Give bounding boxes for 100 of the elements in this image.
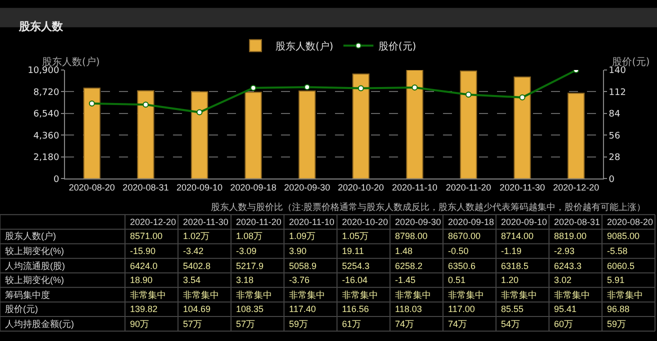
legend-label: 股价(元) [378, 40, 416, 53]
legend-label: 股东人数(户) [276, 40, 334, 53]
text: 139.82 [130, 304, 158, 314]
text: 90万 [130, 319, 150, 329]
category-label: 2020-10-20 [342, 217, 388, 227]
x-tick-label: 2020-08-31 [122, 182, 169, 193]
x-tick-label: 2020-09-30 [284, 182, 330, 193]
x-tick-label: 2020-12-20 [553, 182, 600, 193]
text: -1.19 [501, 246, 522, 256]
bar [460, 70, 478, 179]
text: -0.50 [448, 246, 469, 256]
category-label: 股价(元) [5, 304, 38, 314]
text: 1.48 [395, 246, 413, 256]
text: 非常集中 [236, 290, 272, 300]
y-tick-label: 0 [53, 174, 60, 185]
x-tick-label: 2020-11-30 [500, 182, 545, 193]
category-label: 2020-09-30 [395, 217, 442, 227]
text: 6258.2 [395, 261, 423, 271]
category-label: 2020-11-30 [183, 217, 228, 227]
text: 8819.00 [554, 231, 587, 241]
text: 5058.9 [289, 261, 317, 271]
text: 1.09万 [289, 231, 316, 241]
text: 1.20 [501, 275, 519, 285]
bar [352, 73, 370, 179]
category-label: 人均流通股(股) [5, 261, 65, 271]
text: 60万 [554, 319, 574, 329]
bar [406, 70, 424, 179]
category-label: 较上期变化(%) [5, 275, 64, 285]
text: 116.56 [342, 304, 369, 314]
y-tick-label: 4,360 [33, 131, 60, 142]
text: 18.90 [130, 275, 153, 285]
point [142, 102, 149, 108]
text: -3.42 [183, 246, 204, 256]
text: -3.09 [236, 246, 257, 256]
text: 5.91 [607, 275, 625, 285]
category-label: 筹码集中度 [5, 290, 50, 300]
x-tick-label: 2020-09-10 [176, 182, 223, 193]
y2-tick-label: 56 [608, 131, 621, 142]
point [196, 109, 202, 116]
text: -2.93 [554, 246, 575, 256]
text: 57万 [236, 319, 256, 329]
category-label: 股东人数(户) [5, 231, 56, 241]
text: 8714.00 [501, 231, 534, 241]
x-tick-label: 2020-11-20 [446, 182, 492, 193]
bar [190, 91, 208, 179]
y-tick-label: 6,540 [33, 110, 60, 120]
chart-title: 股东人数 [18, 20, 64, 33]
category-label: 2020-09-18 [448, 217, 494, 227]
y-axis-title: 股东人数(户) [42, 56, 100, 68]
text: 8571.00 [130, 231, 163, 241]
text: 3.02 [554, 275, 572, 285]
text: -1.45 [395, 275, 416, 285]
text: 5217.9 [236, 261, 264, 271]
text: 非常集中 [395, 290, 431, 300]
category-label: 2020-08-20 [607, 217, 654, 227]
text: 19.11 [342, 246, 364, 256]
text: 117.40 [289, 304, 316, 314]
text: 96.88 [607, 304, 630, 314]
y2-tick-label: 0 [608, 174, 615, 185]
text: 54万 [501, 319, 520, 329]
point [88, 100, 95, 106]
bar [137, 90, 154, 179]
x-tick-label: 2020-11-10 [392, 182, 438, 193]
text: 3.18 [236, 275, 254, 285]
text: 1.08万 [236, 231, 263, 241]
point [250, 84, 256, 91]
text: 非常集中 [501, 290, 537, 300]
text: 104.69 [183, 304, 211, 314]
category-label: 2020-11-20 [236, 217, 282, 227]
y2-tick-label: 140 [608, 66, 626, 76]
category-label: 2020-08-31 [554, 217, 600, 227]
text: 8670.00 [448, 231, 481, 241]
text: 股东人数与股价比（注:股票价格通常与股东人数成反比，股东人数越少代表筹码越集中，股价越有可能上涨） [211, 202, 646, 212]
bar [83, 88, 100, 179]
text: 非常集中 [183, 290, 219, 300]
bar [568, 92, 585, 179]
y2-axis-title: 股价(元) [612, 56, 650, 68]
text: 非常集中 [289, 290, 325, 300]
point [412, 84, 418, 91]
bar [298, 90, 316, 179]
y2-tick-label: 28 [608, 153, 621, 164]
bar [514, 76, 531, 179]
text: 74万 [395, 319, 414, 329]
point [519, 94, 526, 100]
text: 非常集中 [607, 290, 643, 300]
point [304, 84, 310, 90]
text: 6243.3 [554, 261, 582, 271]
text: 0.51 [448, 275, 466, 285]
text: 非常集中 [448, 290, 484, 300]
category-label: 2020-09-10 [501, 217, 548, 227]
y-tick-label: 10,900 [28, 66, 60, 76]
y-tick-label: 2,180 [33, 153, 60, 164]
text: 3.54 [183, 275, 201, 285]
y2-tick-label: 112 [608, 88, 626, 98]
text: 6060.5 [607, 261, 635, 271]
bar [244, 92, 262, 179]
text: 108.35 [236, 304, 264, 314]
text: 57万 [183, 319, 202, 329]
text: 59万 [289, 319, 308, 329]
category-label: 2020-12-20 [130, 217, 176, 227]
